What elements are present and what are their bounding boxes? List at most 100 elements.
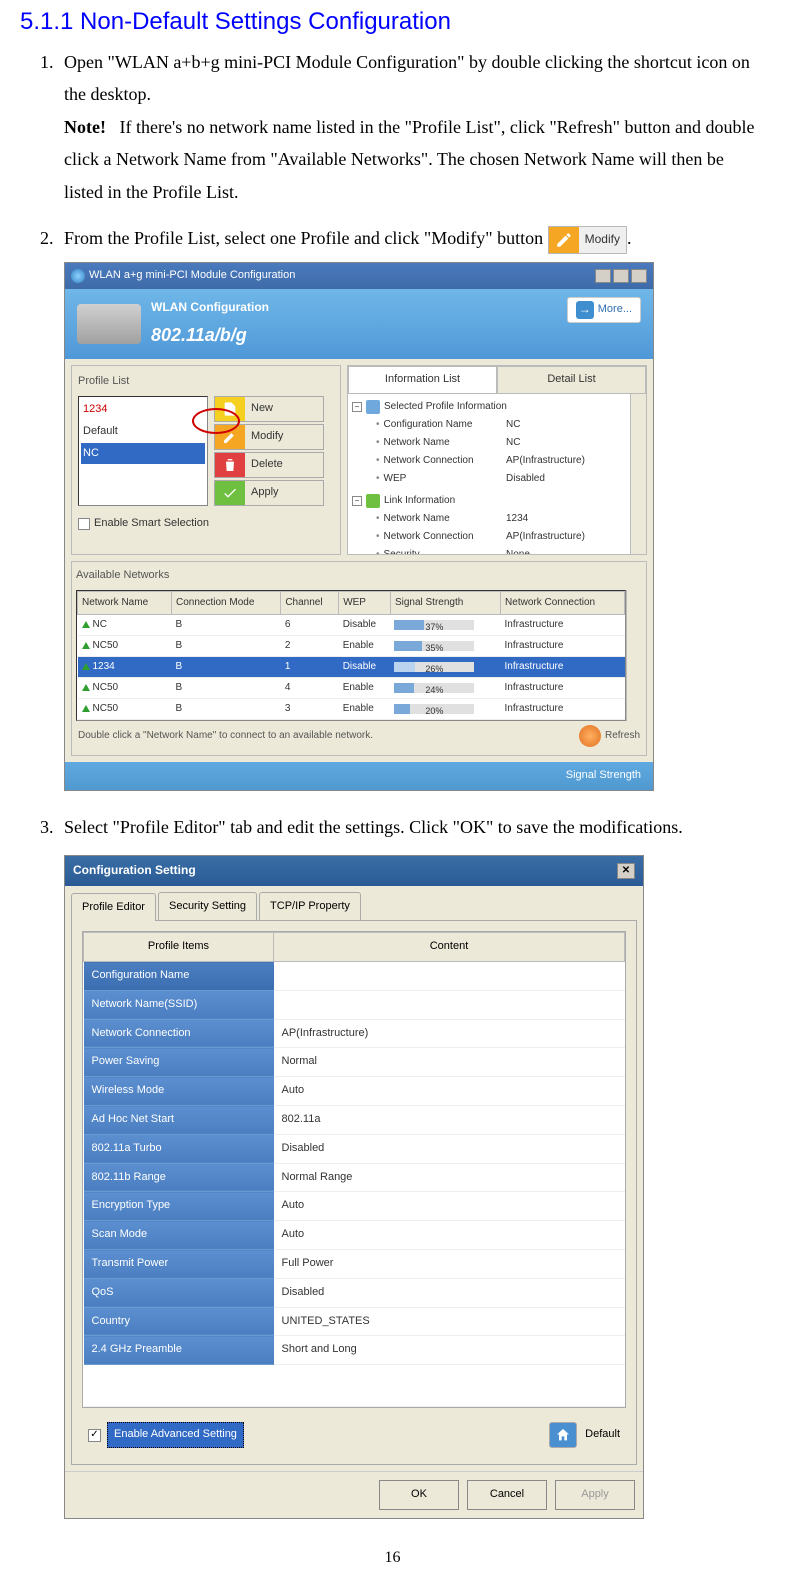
- profile-editor-table: Profile Items Content Configuration Name…: [83, 932, 625, 1407]
- step-2-text: From the Profile List, select one Profil…: [64, 228, 548, 248]
- table-row[interactable]: 1234B1Disable26%Infrastructure: [78, 656, 625, 677]
- cfg-title: Configuration Setting: [73, 860, 196, 882]
- info-scrollbar[interactable]: [630, 394, 646, 554]
- table-row[interactable]: Power SavingNormal: [84, 1048, 625, 1077]
- tab-tcpip-property[interactable]: TCP/IP Property: [259, 892, 361, 921]
- delete-button[interactable]: Delete: [214, 452, 324, 478]
- available-networks-title: Available Networks: [76, 566, 642, 586]
- apply-icon: [215, 481, 245, 505]
- table-row[interactable]: QoSDisabled: [84, 1278, 625, 1307]
- wlan-config-window: WLAN a+g mini-PCI Module Configuration W…: [64, 262, 654, 790]
- table-row[interactable]: 802.11b RangeNormal Range: [84, 1163, 625, 1192]
- table-row[interactable]: Encryption TypeAuto: [84, 1192, 625, 1221]
- table-row[interactable]: NC50B2Enable35%Infrastructure: [78, 635, 625, 656]
- tree-row: •SecurityNone: [376, 546, 626, 554]
- modify-label: Modify: [251, 427, 283, 447]
- enable-smart-label: Enable Smart Selection: [94, 514, 209, 534]
- delete-label: Delete: [251, 455, 283, 475]
- tree-group2-title: Link Information: [384, 492, 455, 510]
- step-2-end: .: [627, 228, 632, 248]
- table-row[interactable]: NCB6Disable37%Infrastructure: [78, 614, 625, 635]
- table-row[interactable]: Scan ModeAuto: [84, 1221, 625, 1250]
- configuration-setting-window: Configuration Setting ✕ Profile Editor S…: [64, 855, 644, 1519]
- profile-info-icon: [366, 400, 380, 414]
- instruction-list: Open "WLAN a+b+g mini-PCI Module Configu…: [20, 46, 765, 1519]
- table-header: Channel: [281, 591, 339, 614]
- cfg-tabs: Profile Editor Security Setting TCP/IP P…: [65, 886, 643, 921]
- profile-item[interactable]: 1234: [81, 399, 205, 421]
- col-content: Content: [274, 933, 625, 962]
- cancel-button[interactable]: Cancel: [467, 1480, 547, 1510]
- apply-button[interactable]: Apply: [214, 480, 324, 506]
- collapse-icon[interactable]: −: [352, 402, 362, 412]
- table-row[interactable]: 2.4 GHz PreambleShort and Long: [84, 1336, 625, 1365]
- tree-group1-title: Selected Profile Information: [384, 398, 507, 416]
- step-3-text: Select "Profile Editor" tab and edit the…: [64, 817, 683, 837]
- table-row[interactable]: Transmit PowerFull Power: [84, 1250, 625, 1279]
- col-profile-items: Profile Items: [84, 933, 274, 962]
- enable-advanced-checkbox[interactable]: ✓: [88, 1429, 101, 1442]
- modify-inline-label: Modify: [579, 229, 626, 251]
- avail-footer-text: Double click a "Network Name" to connect…: [78, 727, 373, 745]
- tree-row: •Network Name1234: [376, 510, 626, 528]
- step-1-text: Open "WLAN a+b+g mini-PCI Module Configu…: [64, 52, 750, 104]
- modify-button[interactable]: Modify: [214, 424, 324, 450]
- table-row[interactable]: Configuration Name: [84, 962, 625, 991]
- minimize-button[interactable]: [595, 269, 611, 283]
- profile-list-title: Profile List: [78, 372, 334, 392]
- close-button[interactable]: [631, 269, 647, 283]
- table-header: Signal Strength: [390, 591, 500, 614]
- new-label: New: [251, 399, 273, 419]
- note-label: Note!: [64, 117, 106, 137]
- step-1: Open "WLAN a+b+g mini-PCI Module Configu…: [58, 46, 765, 208]
- table-row[interactable]: Ad Hoc Net Start802.11a: [84, 1106, 625, 1135]
- maximize-button[interactable]: [613, 269, 629, 283]
- table-row[interactable]: NC50B3Enable20%Infrastructure: [78, 698, 625, 719]
- profile-item[interactable]: Default: [81, 421, 205, 443]
- tab-information-list[interactable]: Information List: [348, 366, 497, 394]
- ok-button[interactable]: OK: [379, 1480, 459, 1510]
- tab-profile-editor[interactable]: Profile Editor: [71, 893, 156, 922]
- modify-button-inline[interactable]: Modify: [548, 226, 627, 254]
- apply-button-dialog[interactable]: Apply: [555, 1480, 635, 1510]
- table-row[interactable]: Wireless ModeAuto: [84, 1077, 625, 1106]
- home-icon: [549, 1422, 577, 1448]
- table-row[interactable]: NC50B4Enable24%Infrastructure: [78, 677, 625, 698]
- collapse-icon[interactable]: −: [352, 496, 362, 506]
- app-icon: [71, 269, 85, 283]
- step-3: Select "Profile Editor" tab and edit the…: [58, 811, 765, 1520]
- enable-smart-checkbox[interactable]: [78, 518, 90, 530]
- close-button[interactable]: ✕: [617, 863, 635, 879]
- tab-detail-list[interactable]: Detail List: [497, 366, 646, 394]
- table-row[interactable]: CountryUNITED_STATES: [84, 1307, 625, 1336]
- table-row[interactable]: 802.11a TurboDisabled: [84, 1134, 625, 1163]
- tree-row: •Network NameNC: [376, 434, 626, 452]
- cfg-titlebar: Configuration Setting ✕: [65, 856, 643, 886]
- avail-scrollbar[interactable]: [626, 590, 642, 721]
- link-info-icon: [366, 494, 380, 508]
- table-row[interactable]: Network Name(SSID): [84, 990, 625, 1019]
- default-label: Default: [585, 1425, 620, 1445]
- section-heading: 5.1.1 Non-Default Settings Configuration: [20, 8, 765, 36]
- available-networks-table: Network NameConnection ModeChannelWEPSig…: [77, 591, 625, 720]
- step-2: From the Profile List, select one Profil…: [58, 222, 765, 791]
- default-button[interactable]: Default: [549, 1422, 620, 1448]
- profile-list-panel: Profile List 1234 Default NC New: [71, 365, 341, 555]
- table-header: Network Name: [78, 591, 172, 614]
- table-header: Connection Mode: [172, 591, 281, 614]
- table-header: Network Connection: [501, 591, 625, 614]
- refresh-button[interactable]: Refresh: [579, 725, 640, 747]
- table-row[interactable]: Network ConnectionAP(Infrastructure): [84, 1019, 625, 1048]
- profile-item[interactable]: NC: [81, 443, 205, 465]
- banner-line2: 802.11a/b/g: [151, 319, 269, 351]
- more-button[interactable]: → More...: [567, 297, 641, 323]
- laptop-icon: [77, 304, 141, 344]
- tree-row: •WEPDisabled: [376, 470, 626, 488]
- new-button[interactable]: New: [214, 396, 324, 422]
- new-icon: [215, 397, 245, 421]
- tree-row: •Configuration NameNC: [376, 416, 626, 434]
- enable-advanced-label: Enable Advanced Setting: [107, 1422, 244, 1448]
- profile-listbox[interactable]: 1234 Default NC: [78, 396, 208, 506]
- tab-security-setting[interactable]: Security Setting: [158, 892, 257, 921]
- tree-row: •Network ConnectionAP(Infrastructure): [376, 452, 626, 470]
